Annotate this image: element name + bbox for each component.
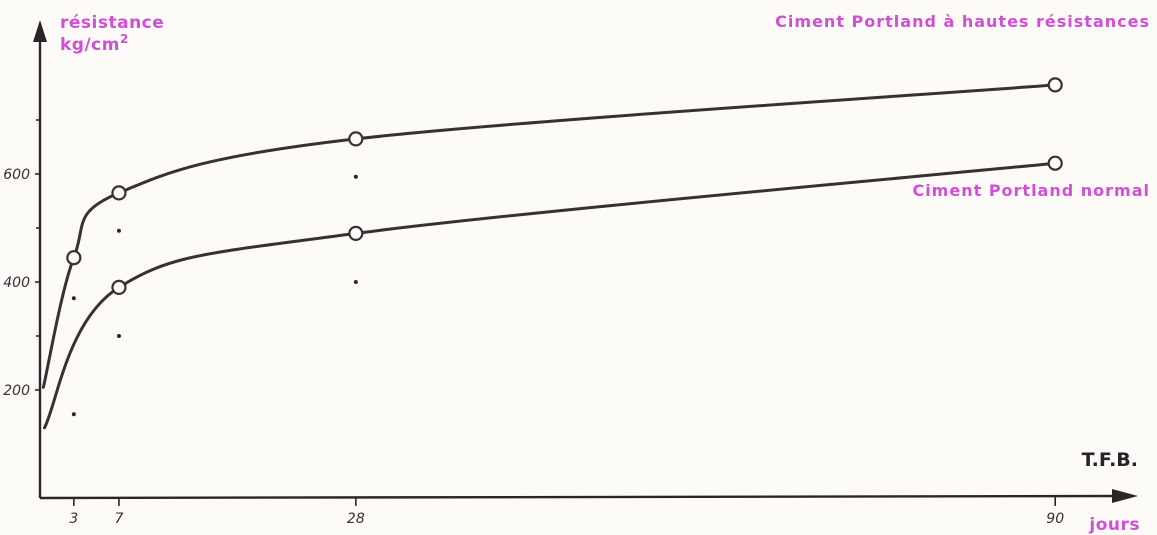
source-note: T.F.B. <box>1082 449 1138 471</box>
y-tick-label-600: 600 <box>3 167 30 183</box>
curves <box>41 83 1057 430</box>
y-axis-title-unit: kg/cm <box>60 35 120 55</box>
minor-dots <box>71 174 358 417</box>
series-0-point-2 <box>348 131 364 147</box>
x-axis-line <box>39 494 1129 500</box>
series-0-point-1 <box>111 185 127 201</box>
series-0-point-3 <box>1047 77 1063 93</box>
series-1-point-2 <box>1047 155 1063 171</box>
x-axis-arrow <box>1112 489 1138 503</box>
series-label-normal: Ciment Portland normal <box>912 181 1150 200</box>
y-tick-label-200: 200 <box>3 383 30 399</box>
x-tick-label-90: 90 <box>1046 511 1064 527</box>
minor-dot-0 <box>71 296 76 301</box>
y-axis-title-line2: kg/cm2 <box>60 32 129 55</box>
series-1-point-0 <box>111 279 127 295</box>
series-1-point-1 <box>348 225 364 241</box>
y-tick-label-400: 400 <box>3 275 30 291</box>
markers <box>66 77 1063 295</box>
series-label-high-strength: Ciment Portland à hautes résistances <box>775 12 1150 31</box>
y-axis-title-exponent: 2 <box>120 32 129 46</box>
x-axis-title: jours <box>1088 515 1140 535</box>
minor-dot-5 <box>71 412 76 417</box>
x-tick-label-3: 3 <box>69 511 78 527</box>
ticks: 3 7 28 90 200 400 600 <box>3 119 1064 527</box>
axes <box>33 20 1138 503</box>
minor-dot-4 <box>353 280 358 284</box>
minor-dot-2 <box>116 334 121 338</box>
series-line-1 <box>43 161 1057 430</box>
y-axis-title-line1: résistance <box>60 13 164 33</box>
series-0-point-0 <box>66 250 82 266</box>
y-axis-arrow <box>33 20 47 42</box>
minor-dot-1 <box>116 228 121 233</box>
series-line-0 <box>41 83 1057 389</box>
minor-dot-3 <box>353 174 358 179</box>
x-tick-label-28: 28 <box>347 511 365 527</box>
x-tick-label-7: 7 <box>114 511 123 527</box>
